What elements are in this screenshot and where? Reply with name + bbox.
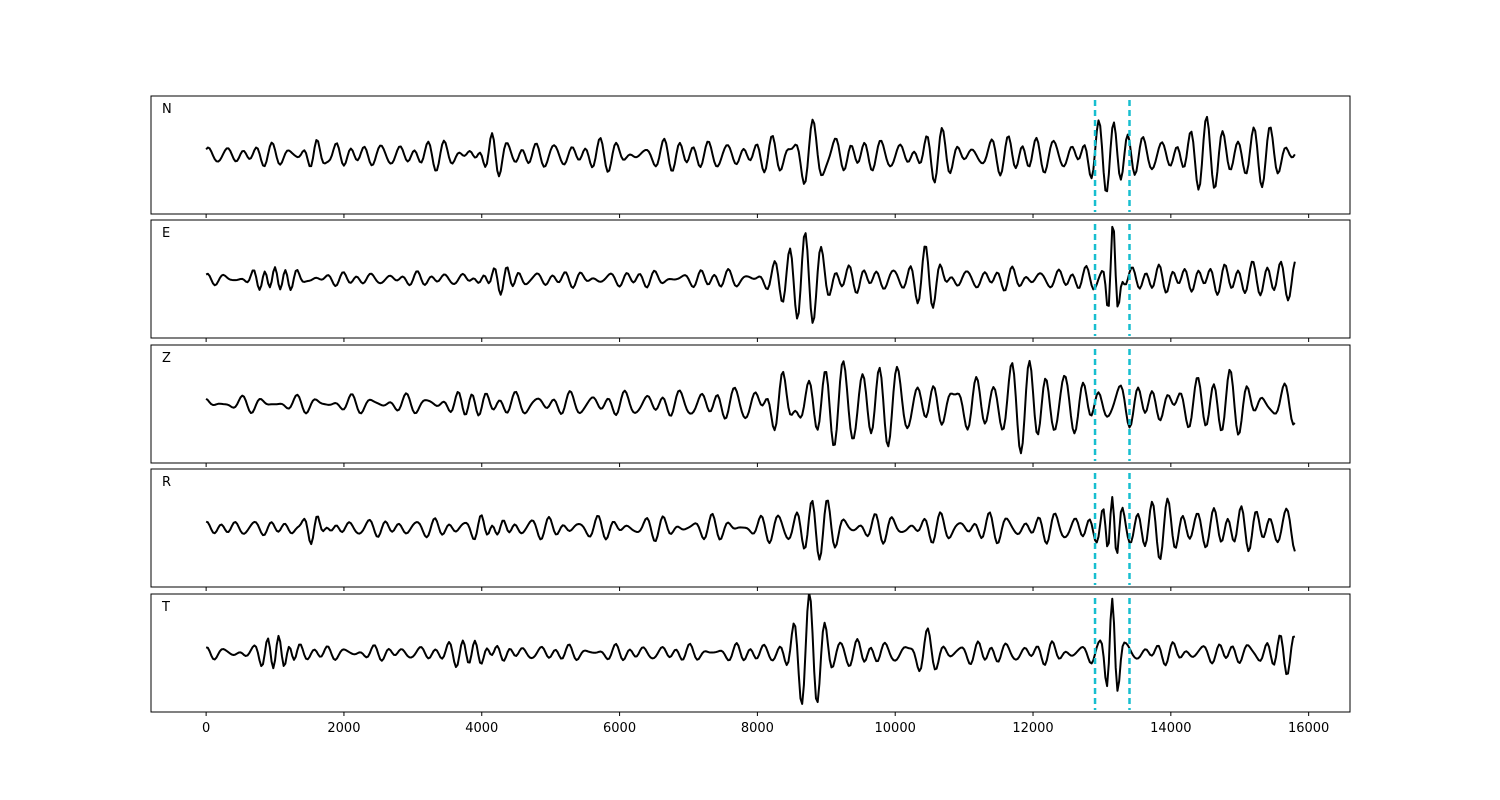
x-tick-label: 16000 (1288, 721, 1329, 736)
x-tick-label: 4000 (465, 721, 498, 736)
panel-n: N (150, 95, 1351, 218)
trace-r (205, 496, 1296, 561)
panel-frame (150, 468, 1351, 588)
trace-n (205, 115, 1296, 193)
trace-e (205, 225, 1296, 324)
panel-label-e: E (162, 226, 170, 241)
trace-t (205, 594, 1296, 705)
x-tick-label: 6000 (603, 721, 636, 736)
panel-label-r: R (162, 475, 171, 490)
x-tick-label: 12000 (1012, 721, 1053, 736)
x-tick-label: 8000 (741, 721, 774, 736)
panel-label-t: T (161, 600, 170, 615)
x-axis: 0 2000 4000 6000 8000 10000 12000 14000 16000 (202, 721, 1329, 736)
panel-r: R (150, 468, 1351, 591)
panel-z: Z (150, 344, 1351, 467)
x-tick-label: 14000 (1150, 721, 1191, 736)
panel-frame (150, 344, 1351, 464)
panel-t: T (150, 593, 1351, 716)
panel-frame (150, 95, 1351, 215)
x-tick-label: 10000 (875, 721, 916, 736)
trace-z (205, 359, 1296, 455)
panel-frame (150, 593, 1351, 713)
x-tick-label: 0 (202, 721, 210, 736)
x-tick-label: 2000 (327, 721, 360, 736)
panel-label-n: N (162, 102, 172, 117)
panel-e: E (150, 219, 1351, 342)
panel-label-z: Z (162, 351, 171, 366)
panels: N E Z R T (150, 95, 1351, 716)
panel-frame (150, 219, 1351, 339)
